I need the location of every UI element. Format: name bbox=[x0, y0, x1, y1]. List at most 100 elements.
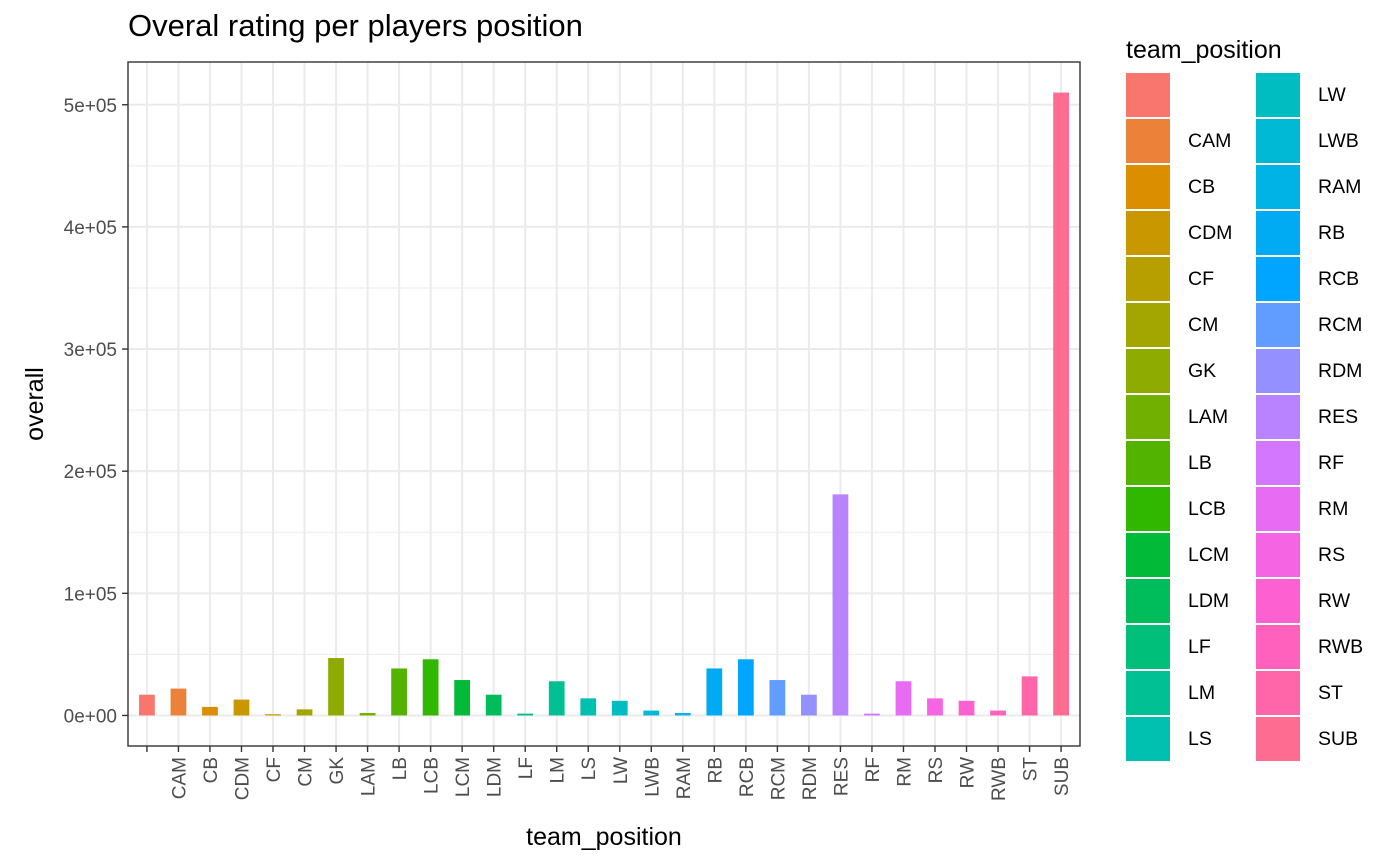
y-tick-label: 5e+05 bbox=[64, 96, 117, 117]
legend-label: RB bbox=[1318, 221, 1346, 244]
legend-label: LB bbox=[1188, 451, 1212, 474]
bar bbox=[517, 713, 534, 716]
bar bbox=[202, 706, 218, 716]
chart-title: Overal rating per players position bbox=[128, 8, 583, 43]
legend-item: CDM bbox=[1126, 210, 1256, 256]
legend-label: ST bbox=[1318, 681, 1343, 704]
minor-gridlines bbox=[128, 165, 1080, 655]
legend-label: LF bbox=[1188, 635, 1211, 658]
legend-key bbox=[1256, 164, 1300, 210]
bar bbox=[454, 680, 471, 716]
legend-item: RCB bbox=[1256, 256, 1386, 302]
legend-key bbox=[1126, 72, 1170, 118]
legend-label: LAM bbox=[1188, 405, 1229, 428]
legend-label: RCM bbox=[1318, 313, 1363, 336]
legend-key bbox=[1126, 348, 1170, 394]
legend-key bbox=[1126, 578, 1170, 624]
legend: team_position CAM CB CDM CF CM GK LAM LB LCB LCM L… bbox=[1126, 36, 1386, 762]
legend-key bbox=[1126, 716, 1170, 762]
bar bbox=[832, 494, 849, 716]
legend-key bbox=[1256, 624, 1300, 670]
legend-label: CB bbox=[1188, 175, 1216, 198]
legend-item: RB bbox=[1256, 210, 1386, 256]
legend-item: LW bbox=[1256, 72, 1386, 118]
legend-item: RWB bbox=[1256, 624, 1386, 670]
major-gridlines bbox=[128, 62, 1080, 746]
legend-item: LDM bbox=[1126, 578, 1256, 624]
legend-key bbox=[1126, 532, 1170, 578]
bar bbox=[1021, 676, 1038, 716]
bar bbox=[485, 694, 502, 716]
x-axis: CAM CB CDM CF CM GK LAM LB LCB LCM LDM LF LM LS LW LWB R… bbox=[146, 746, 1073, 801]
legend-key bbox=[1256, 348, 1300, 394]
bar bbox=[927, 698, 943, 716]
x-tick-label: LB bbox=[390, 757, 411, 780]
x-tick-label: RCB bbox=[737, 757, 758, 797]
x-tick-label: RW bbox=[958, 757, 979, 788]
legend-key bbox=[1126, 440, 1170, 486]
bar bbox=[548, 681, 565, 716]
legend-item: RS bbox=[1256, 532, 1386, 578]
x-tick-label: RCM bbox=[768, 757, 789, 800]
y-axis-label: overall bbox=[21, 367, 49, 441]
bar bbox=[958, 700, 975, 716]
bar bbox=[170, 688, 187, 716]
legend-item: RAM bbox=[1256, 164, 1386, 210]
legend-key bbox=[1256, 394, 1300, 440]
legend-item: CAM bbox=[1126, 118, 1256, 164]
legend-item: LS bbox=[1126, 716, 1256, 762]
legend-label: LWB bbox=[1318, 129, 1359, 152]
legend-item: CB bbox=[1126, 164, 1256, 210]
legend-key bbox=[1256, 532, 1300, 578]
legend-item: CM bbox=[1126, 302, 1256, 348]
legend-label: RWB bbox=[1318, 635, 1364, 658]
legend-columns: CAM CB CDM CF CM GK LAM LB LCB LCM LDM LF LM LS LW LWB R… bbox=[1126, 72, 1386, 762]
x-tick-label: ST bbox=[1021, 757, 1042, 782]
x-tick-label: LM bbox=[548, 757, 569, 783]
legend-item: LWB bbox=[1256, 118, 1386, 164]
legend-column: CAM CB CDM CF CM GK LAM LB LCB LCM LDM LF LM LS bbox=[1126, 72, 1256, 762]
legend-item: LM bbox=[1126, 670, 1256, 716]
bar bbox=[864, 713, 880, 716]
legend-item: RF bbox=[1256, 440, 1386, 486]
bars bbox=[139, 92, 1069, 716]
bar bbox=[296, 709, 313, 716]
legend-label: RF bbox=[1318, 451, 1344, 474]
x-tick-label: RB bbox=[705, 757, 726, 783]
x-tick-label: RF bbox=[863, 757, 884, 782]
x-tick-label: CB bbox=[201, 757, 222, 783]
legend-title: team_position bbox=[1126, 36, 1282, 64]
bar bbox=[990, 710, 1006, 716]
legend-key bbox=[1126, 486, 1170, 532]
legend-key bbox=[1256, 210, 1300, 256]
legend-item: ST bbox=[1256, 670, 1386, 716]
x-tick-label: RDM bbox=[800, 757, 821, 800]
legend-item: RES bbox=[1256, 394, 1386, 440]
bar bbox=[391, 668, 407, 716]
legend-key bbox=[1256, 670, 1300, 716]
bar bbox=[580, 698, 597, 716]
x-tick-label: RAM bbox=[674, 757, 695, 799]
legend-label: CM bbox=[1188, 313, 1219, 336]
bar bbox=[328, 658, 344, 716]
x-axis-label: team_position bbox=[526, 823, 682, 851]
x-tick-label: RES bbox=[831, 757, 852, 796]
legend-label: LCM bbox=[1188, 543, 1230, 566]
legend-key bbox=[1126, 670, 1170, 716]
bar bbox=[737, 659, 754, 716]
legend-label: RM bbox=[1318, 497, 1349, 520]
legend-label: RCB bbox=[1318, 267, 1360, 290]
legend-label: LW bbox=[1318, 83, 1346, 106]
bar bbox=[422, 659, 439, 716]
y-tick-label: 1e+05 bbox=[64, 584, 117, 605]
bar bbox=[769, 680, 786, 716]
legend-item: LCM bbox=[1126, 532, 1256, 578]
legend-key bbox=[1126, 118, 1170, 164]
legend-key bbox=[1256, 716, 1300, 762]
x-tick-label: LCB bbox=[422, 757, 443, 794]
legend-key bbox=[1126, 256, 1170, 302]
bar bbox=[233, 699, 250, 716]
legend-label: RAM bbox=[1318, 175, 1362, 198]
x-tick-label: RS bbox=[926, 757, 947, 783]
